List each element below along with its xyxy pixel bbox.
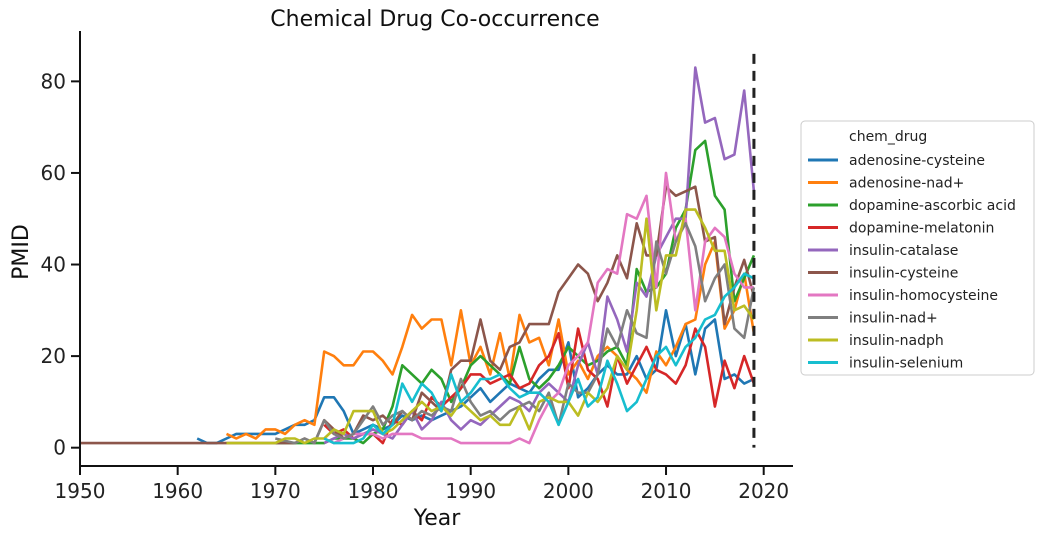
series-line-dopamine-ascorbic acid [275,139,756,445]
axes [79,31,793,467]
x-tick-label: 1960 [152,479,203,503]
y-tick-label: 40 [41,253,66,277]
y-ticks: 0 20 40 60 80 [41,69,80,460]
legend-label: adenosine-cysteine [849,153,985,169]
x-tick-label: 1950 [55,479,106,503]
series-line-adenosine-cysteine [196,309,755,445]
x-tick-label: 1990 [445,479,496,503]
legend-label: dopamine-melatonin [849,221,994,237]
y-axis-label: PMID [9,224,34,280]
y-tick-label: 20 [41,344,66,368]
legend-label: insulin-selenium [849,356,963,372]
series-line-insulin-cysteine [80,185,756,445]
plot-area [80,53,756,448]
series-line-insulin-nadph [226,208,755,445]
legend-label: insulin-nadph [849,333,944,349]
y-tick-label: 60 [41,161,66,185]
chart-title: Chemical Drug Co-occurrence [270,7,599,32]
legend-label: insulin-homocysteine [849,288,998,304]
legend-items: adenosine-cysteine adenosine-nad+ dopamine… [808,153,1016,372]
legend-label: insulin-nad+ [849,311,938,327]
legend: chem_drug adenosine-cysteine adenosine-na… [800,120,1035,376]
x-tick-label: 1970 [250,479,301,503]
x-tick-label: 2010 [641,479,692,503]
legend-label: insulin-cysteine [849,266,958,282]
x-ticks: 1950 1960 1970 1980 1990 2000 2010 2020 [55,466,789,503]
x-tick-label: 1980 [348,479,399,503]
legend-title: chem_drug [849,129,927,145]
y-tick-label: 0 [53,436,66,460]
legend-label: adenosine-nad+ [849,176,964,192]
x-tick-label: 2020 [738,479,789,503]
x-axis-label: Year [413,506,462,531]
legend-frame [800,120,1035,376]
series-line-insulin-selenium [323,272,755,445]
x-tick-label: 2000 [543,479,594,503]
series-line-adenosine-nad+ [225,240,756,440]
legend-label: dopamine-ascorbic acid [849,198,1016,214]
legend-label: insulin-catalase [849,243,958,259]
y-tick-label: 80 [41,69,66,93]
